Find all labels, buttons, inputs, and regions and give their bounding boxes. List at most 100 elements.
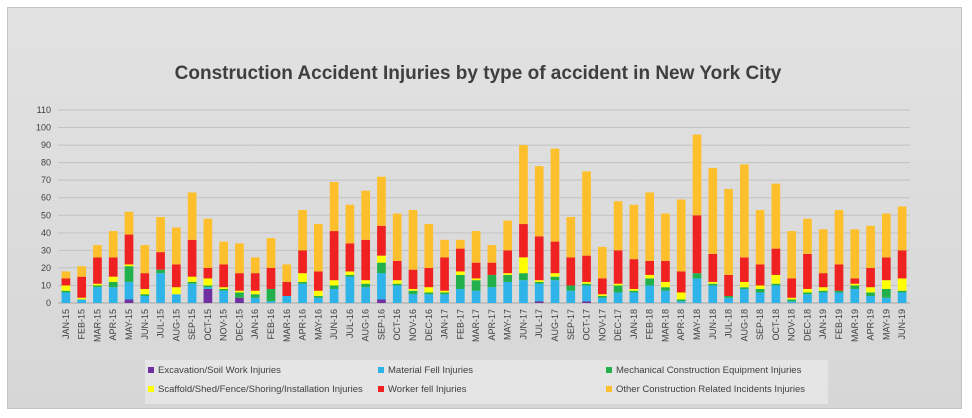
bar-segment-5-25 xyxy=(455,239,465,249)
bar-segment-3-17 xyxy=(329,280,339,286)
bar-segment-4-6 xyxy=(156,252,165,270)
bar-segment-4-29 xyxy=(519,224,528,258)
bar-segment-2-8 xyxy=(187,281,197,284)
bar-segment-3-21 xyxy=(392,280,402,284)
bar-segment-1-37 xyxy=(645,285,655,303)
bar-segment-5-1 xyxy=(77,266,87,277)
bar-segment-4-19 xyxy=(361,239,371,281)
x-tick-label: FEB-15 xyxy=(77,309,87,340)
bar-segment-3-7 xyxy=(171,287,181,295)
bar-segment-5-6 xyxy=(156,217,165,253)
bar-segment-2-37 xyxy=(645,278,655,286)
bar-segment-1-27 xyxy=(487,287,497,303)
bar-segment-2-53 xyxy=(897,290,907,293)
bar-segment-5-22 xyxy=(408,210,418,270)
bar-segment-4-0 xyxy=(61,278,71,286)
bar-segment-2-21 xyxy=(392,283,402,286)
bar-segment-5-45 xyxy=(771,183,781,249)
bar-segment-2-39 xyxy=(676,299,686,302)
x-tick-label: AUG-15 xyxy=(171,309,181,342)
x-tick-label: SEP-17 xyxy=(566,309,576,340)
bar-segment-4-49 xyxy=(834,264,844,291)
bar-segment-2-20 xyxy=(377,262,386,274)
bar-segment-1-24 xyxy=(440,294,449,303)
bar-segment-4-21 xyxy=(392,260,402,281)
bar-segment-4-32 xyxy=(566,257,576,286)
bar-segment-2-30 xyxy=(534,281,544,284)
bar-segment-4-5 xyxy=(140,273,150,289)
legend-label-0: Excavation/Soil Work Injuries xyxy=(158,365,281,376)
bar-segment-3-52 xyxy=(881,280,891,289)
legend-label-5: Other Construction Related Incidents Inj… xyxy=(616,384,805,395)
bar-segment-1-47 xyxy=(803,294,812,303)
bar-segment-0-20 xyxy=(377,299,386,303)
bar-segment-3-24 xyxy=(440,290,449,293)
bar-segment-3-23 xyxy=(424,287,434,293)
bar-segment-2-36 xyxy=(629,290,639,293)
bar-segment-1-32 xyxy=(566,290,576,303)
bar-segment-3-10 xyxy=(219,287,229,289)
bar-segment-2-32 xyxy=(566,285,576,291)
y-axis: 0 10 20 30 40 50 60 70 80 90 100 110 xyxy=(36,105,51,308)
x-tick-label: JAN-18 xyxy=(629,309,639,339)
x-tick-label: MAR-17 xyxy=(471,309,481,342)
bar-segment-1-52 xyxy=(881,297,891,303)
bar-segment-3-41 xyxy=(708,281,718,284)
bar-segment-4-35 xyxy=(613,250,623,284)
bar-segment-2-33 xyxy=(582,283,591,286)
bar-segment-5-17 xyxy=(329,181,339,232)
bar-segment-5-29 xyxy=(519,145,528,225)
bar-segment-1-29 xyxy=(519,280,528,303)
x-tick-label: JUN-15 xyxy=(140,309,150,340)
bar-segment-4-25 xyxy=(455,248,465,272)
bar-segment-4-52 xyxy=(881,257,891,281)
bar-segment-2-48 xyxy=(818,290,828,293)
x-tick-label: JUL-18 xyxy=(724,309,734,338)
x-tick-label: AUG-17 xyxy=(550,309,560,342)
bar-segment-5-35 xyxy=(613,201,623,251)
bar-segment-2-45 xyxy=(771,283,781,286)
x-tick-label: SEP-18 xyxy=(755,309,765,340)
bar-segment-4-23 xyxy=(424,267,434,288)
bar-segment-1-28 xyxy=(503,281,513,303)
chart-area: Construction Accident Injuries by type o… xyxy=(7,7,962,409)
bar-segment-4-9 xyxy=(203,267,213,279)
bar-segment-2-42 xyxy=(724,295,733,298)
bar-segment-4-36 xyxy=(629,259,639,289)
x-tick-label: MAY-19 xyxy=(881,309,891,340)
legend-label-4: Worker fell Injuries xyxy=(388,384,467,395)
legend-swatch-4 xyxy=(378,386,384,392)
bar-segment-4-3 xyxy=(108,257,118,277)
y-tick-label: 0 xyxy=(46,298,51,308)
bar-segment-5-7 xyxy=(171,227,181,265)
x-tick-label: AUG-16 xyxy=(361,309,371,342)
bar-segment-5-38 xyxy=(661,213,670,261)
bar-segment-0-33 xyxy=(582,301,591,303)
bar-segment-3-38 xyxy=(661,281,670,288)
bar-segment-2-17 xyxy=(329,285,339,289)
x-tick-label: JAN-19 xyxy=(818,309,828,339)
bar-segment-5-49 xyxy=(834,210,844,265)
bar-segment-1-49 xyxy=(834,292,844,303)
bar-segment-4-30 xyxy=(534,236,544,281)
bar-segment-0-30 xyxy=(534,301,544,303)
bar-segment-2-52 xyxy=(881,288,891,298)
bar-segment-5-40 xyxy=(692,134,702,216)
bar-segment-2-0 xyxy=(61,290,71,293)
bar-segment-2-35 xyxy=(613,285,623,293)
y-tick-label: 100 xyxy=(36,123,51,133)
bar-segment-5-41 xyxy=(708,167,718,254)
bar-segment-3-0 xyxy=(61,285,71,291)
x-tick-label: OCT-17 xyxy=(582,309,592,341)
bar-segment-3-16 xyxy=(313,290,323,296)
bar-segment-2-13 xyxy=(266,288,276,302)
bar-segment-5-14 xyxy=(282,264,292,282)
bar-segment-3-37 xyxy=(645,274,655,279)
bar-segment-2-31 xyxy=(550,276,560,281)
bar-segment-3-22 xyxy=(408,288,418,291)
bar-segment-4-7 xyxy=(171,264,181,288)
bar-segment-1-46 xyxy=(787,301,797,303)
bar-segment-5-9 xyxy=(203,218,213,268)
bar-segment-3-29 xyxy=(519,257,528,274)
x-tick-label: OCT-15 xyxy=(203,309,213,341)
